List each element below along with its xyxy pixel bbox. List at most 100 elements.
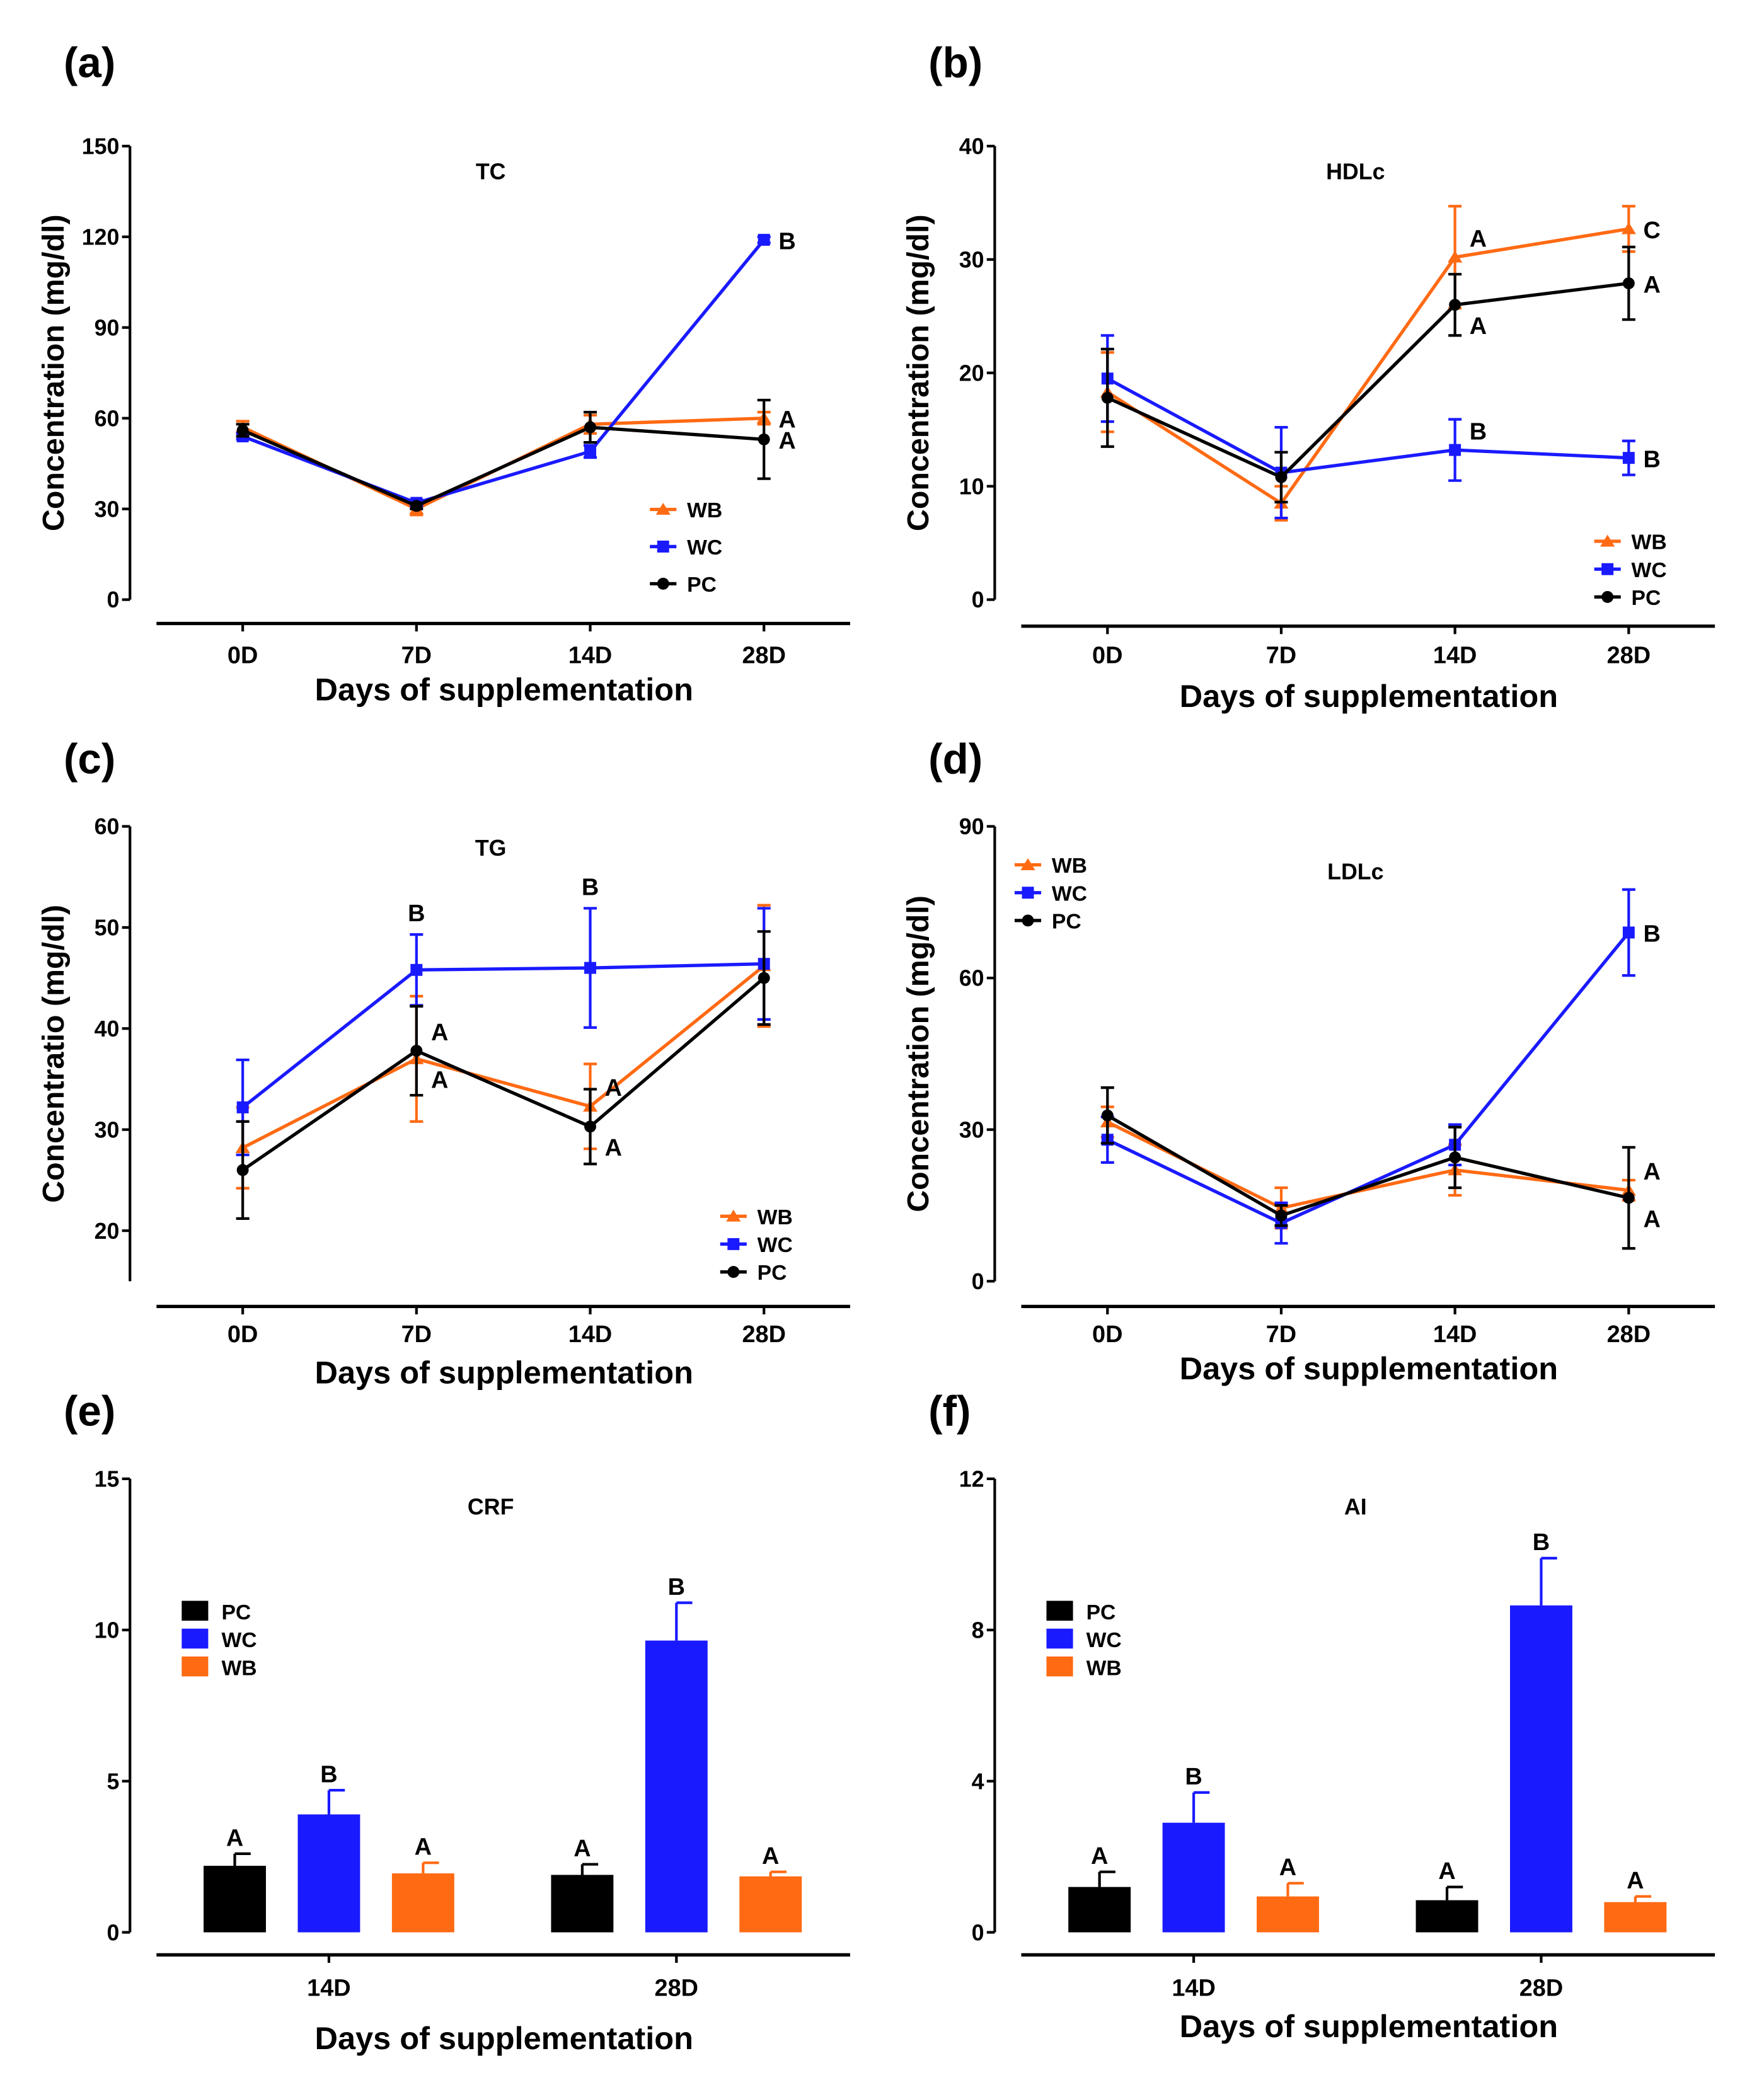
legend-label: WC [1052,882,1087,905]
x-tick-label: 0D [228,643,258,669]
series-line [242,425,764,508]
y-tick-label: 20 [959,360,984,386]
series-PC [236,398,771,512]
y-tick-label: 30 [959,247,984,272]
x-tick-label: 14D [307,1975,350,2002]
x-tick-label: 0D [1092,1321,1122,1348]
marker-circle [1622,1192,1635,1204]
significance-letter: A [1643,1159,1660,1185]
legend-swatch [1046,1656,1073,1677]
significance-letter: A [605,1135,622,1161]
marker-circle [758,972,770,984]
y-axis-label: Concentration (mg/dl) [901,895,935,1212]
y-tick-label: 90 [95,315,120,340]
marker-circle [1275,471,1288,483]
significance-letter: A [1643,1206,1660,1232]
series-PC: AA [1068,1843,1479,1933]
marker-triangle [655,502,671,515]
x-tick-label: 28D [1519,1975,1563,2002]
x-tick-label: 28D [742,643,785,669]
series-PC [1100,1086,1635,1250]
series-WC: BB [297,1574,708,1933]
marker-triangle [1621,222,1636,234]
marker-circle [584,421,596,434]
chart-title: HDLc [1326,159,1385,184]
panel-b: (b) HDLc 0 10 20 30 40 Concentration (mg/dl) Day… [901,39,1715,714]
y-tick-label: 0 [107,587,119,612]
significance-letter: B [1533,1529,1550,1556]
y-tick-label: 0 [972,587,984,612]
marker-circle [1601,590,1614,603]
significance-letter: B [668,1574,685,1600]
marker-circle [236,424,249,437]
chart-title: CRF [468,1495,514,1520]
series-WB [1100,205,1636,522]
chart-title: LDLc [1327,859,1383,885]
y-axis-label: Concentration (mg/dl) [901,214,935,531]
x-tick-label: 7D [401,643,432,669]
legend-item-WB: WB [720,1206,793,1229]
series-line [1106,1113,1629,1217]
bar [1068,1887,1131,1933]
significance-letter: A [431,1020,448,1046]
legend-label: PC [758,1261,787,1285]
y-tick-label: 90 [959,814,984,839]
y-tick-label: 60 [95,814,120,839]
legend-swatch [182,1656,209,1677]
panel-letter: (f) [928,1388,971,1435]
series-line [1107,1120,1629,1210]
legend-swatch [182,1600,209,1621]
legend-item-PC: PC [1594,587,1661,610]
series-line [1107,377,1629,474]
legend-swatch [1046,1600,1073,1621]
marker-square [1601,563,1614,575]
marker-square [410,963,423,976]
legend-swatch [182,1628,209,1649]
legend-label: WC [687,536,722,560]
significance-letter: B [582,874,599,900]
legend-item-WC: WC [650,536,722,560]
marker-circle [236,1164,249,1176]
legend-label: WB [687,499,722,522]
legend-swatch [1046,1628,1073,1649]
marker-circle [1101,1109,1114,1122]
marker-triangle [1448,250,1463,263]
legend-item-WC: WC [1046,1628,1122,1652]
x-tick-label: 0D [228,1321,258,1348]
y-tick-label: 5 [107,1769,119,1794]
y-tick-label: 40 [95,1016,120,1042]
significance-letter: A [762,1843,779,1870]
y-axis-label: Concentratio (mg/dl) [37,905,71,1203]
chart-title: AI [1344,1495,1367,1520]
chart-title: TC [476,159,506,184]
x-axis-label: Days of supplementation [314,672,693,708]
legend-item-PC: PC [650,573,717,597]
marker-circle [1449,299,1461,311]
legend-item-WC: WC [1014,882,1087,905]
legend-item-WB: WB [182,1656,257,1680]
significance-letter: A [1091,1843,1108,1870]
marker-square [657,540,669,553]
x-axis-label: Days of supplementation [314,2020,693,2056]
legend-label: WC [758,1234,793,1257]
legend-label: WB [221,1657,257,1680]
marker-square [1449,444,1461,456]
x-axis-label: Days of supplementation [1180,1350,1558,1386]
x-axis-label: Days of supplementation [1180,2008,1558,2044]
marker-triangle [726,1209,741,1222]
significance-letter: B [778,228,795,255]
y-tick-label: 60 [959,966,984,991]
marker-square [236,1101,249,1113]
significance-letter: B [408,900,425,927]
series-WB [1100,1105,1636,1230]
x-tick-label: 14D [568,1321,612,1348]
bar [1604,1902,1667,1933]
marker-circle [410,1045,423,1057]
panel-a: (a) TC 0 30 60 90 120 150 Concentration (mg/dl) D… [37,39,850,708]
marker-circle [1022,914,1034,927]
legend-item-PC: PC [1014,911,1081,934]
x-axis-label: Days of supplementation [1180,678,1558,714]
significance-letter: A [1279,1854,1296,1881]
series-PC [1100,245,1635,503]
